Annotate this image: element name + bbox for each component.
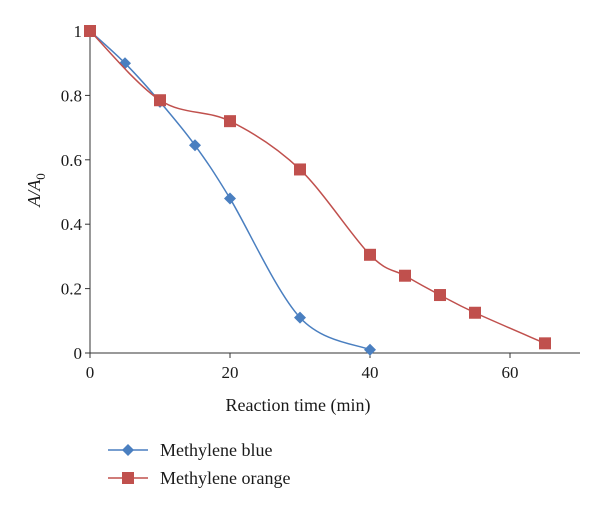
legend: Methylene blue Methylene orange xyxy=(108,440,290,488)
x-tick-label: 40 xyxy=(362,363,379,382)
x-tick-label: 20 xyxy=(222,363,239,382)
legend-marker xyxy=(122,444,134,456)
x-tick-label: 60 xyxy=(502,363,519,382)
data-point xyxy=(399,269,411,282)
y-axis-title: A/A0 xyxy=(24,173,48,208)
data-point xyxy=(434,289,446,302)
y-axis-title-subscript: 0 xyxy=(33,173,48,180)
x-tick-label: 0 xyxy=(86,363,95,382)
y-tick-label: 0.6 xyxy=(61,151,82,170)
data-point xyxy=(154,94,166,107)
legend-label: Methylene orange xyxy=(160,468,290,488)
y-axis-title-main: A/A xyxy=(24,179,44,208)
y-tick-label: 0 xyxy=(74,344,83,363)
data-point xyxy=(294,311,306,324)
legend-item: Methylene orange xyxy=(108,468,290,488)
data-point xyxy=(189,139,201,152)
legend-marker xyxy=(122,472,134,484)
series-diamond-group xyxy=(84,25,376,356)
data-point xyxy=(224,115,236,128)
data-point xyxy=(84,25,96,37)
data-point xyxy=(364,343,376,356)
series-square-group xyxy=(84,25,551,350)
series-layer xyxy=(84,25,551,356)
data-point xyxy=(224,192,236,205)
series-line xyxy=(89,30,371,351)
legend-label: Methylene blue xyxy=(160,440,272,460)
y-tick-label: 0.4 xyxy=(61,215,83,234)
data-point xyxy=(539,337,551,350)
legend-item: Methylene blue xyxy=(108,440,272,460)
x-axis-title: Reaction time (min) xyxy=(226,395,371,416)
data-point xyxy=(364,248,376,261)
y-tick-label: 1 xyxy=(74,22,83,41)
y-tick-label: 0.8 xyxy=(61,86,82,105)
y-tick-label: 0.2 xyxy=(61,280,82,299)
axes: 0 0.2 0.4 0.6 0.8 1 0 20 40 60 Reaction time (min)… xyxy=(24,22,580,416)
data-point xyxy=(294,163,306,176)
series-line xyxy=(89,30,546,345)
data-point xyxy=(469,306,481,319)
